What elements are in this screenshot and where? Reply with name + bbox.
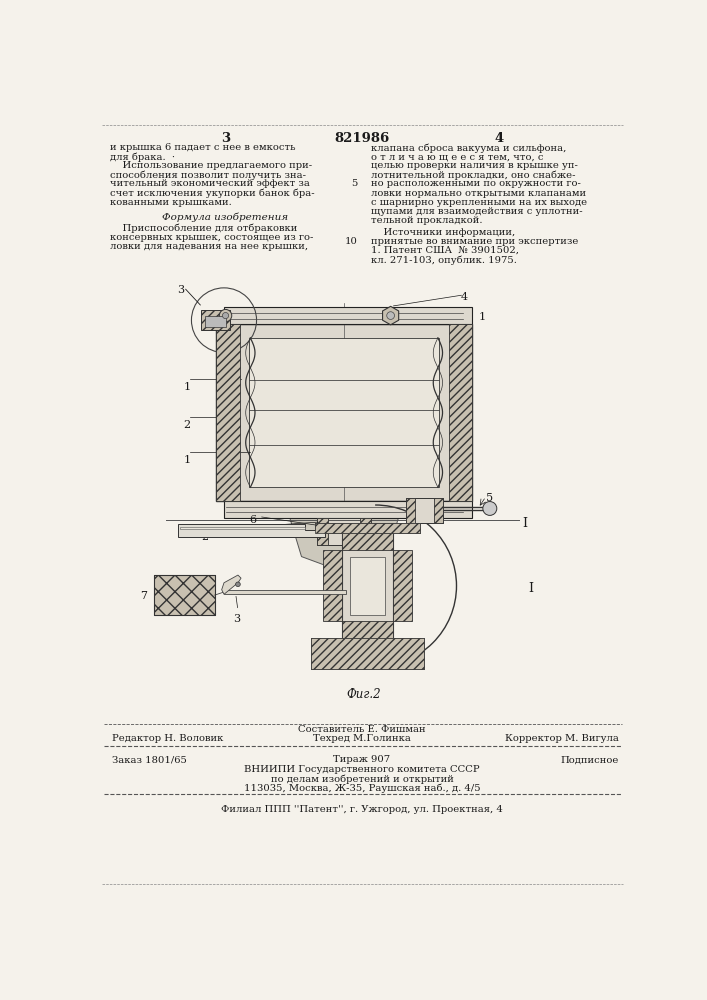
Text: чительный экономический эффект за: чительный экономический эффект за — [110, 179, 310, 188]
Text: 4: 4 — [494, 132, 504, 145]
Bar — [216, 324, 240, 501]
Text: счет исключения укупорки банок бра-: счет исключения укупорки банок бра- — [110, 189, 315, 198]
Bar — [392, 550, 412, 621]
Polygon shape — [177, 524, 325, 537]
Text: по делам изобретений и открытий: по делам изобретений и открытий — [271, 774, 453, 784]
Text: для брака.  ·: для брака. · — [110, 152, 175, 162]
Text: Редактор Н. Воловик: Редактор Н. Воловик — [112, 734, 223, 743]
Bar — [317, 518, 328, 545]
Text: и крышка 6 падает с нее в емкость: и крышка 6 падает с нее в емкость — [110, 143, 296, 152]
Text: 7: 7 — [140, 591, 147, 601]
Bar — [342, 533, 392, 550]
Text: Заказ 1801/65: Заказ 1801/65 — [112, 755, 187, 764]
Text: с шарнирно укрепленными на их выходе: с шарнирно укрепленными на их выходе — [371, 198, 588, 207]
Text: Корректор М. Вигула: Корректор М. Вигула — [506, 734, 619, 743]
Bar — [201, 310, 230, 330]
Text: о т л и ч а ю щ е е с я тем, что, с: о т л и ч а ю щ е е с я тем, что, с — [371, 152, 544, 161]
Bar — [315, 523, 420, 533]
Bar — [434, 498, 443, 523]
Text: 1. Патент США  № 3901502,: 1. Патент США № 3901502, — [371, 246, 519, 255]
Text: 5: 5 — [486, 493, 493, 503]
Bar — [154, 575, 215, 615]
Text: лотнительной прокладки, оно снабже-: лотнительной прокладки, оно снабже- — [371, 170, 575, 180]
Text: целью проверки наличия в крышке уп-: целью проверки наличия в крышке уп- — [371, 161, 578, 170]
Text: клапана сброса вакуума и сильфона,: клапана сброса вакуума и сильфона, — [371, 143, 566, 153]
Circle shape — [387, 312, 395, 319]
Text: 10: 10 — [344, 237, 357, 246]
Text: Подписное: Подписное — [561, 755, 619, 764]
Text: 2: 2 — [184, 420, 191, 430]
Text: Тираж 907: Тираж 907 — [334, 755, 390, 764]
Text: Техред М.Голинка: Техред М.Голинка — [313, 734, 411, 743]
Text: 1: 1 — [184, 455, 191, 465]
Text: Источники информации,: Источники информации, — [371, 228, 515, 237]
Text: 4: 4 — [460, 292, 467, 302]
Polygon shape — [222, 575, 241, 594]
Text: 821986: 821986 — [334, 132, 390, 145]
Text: Составитель Е. Фишман: Составитель Е. Фишман — [298, 725, 426, 734]
Circle shape — [223, 312, 228, 319]
Text: I: I — [522, 517, 527, 530]
Text: I: I — [528, 582, 533, 595]
Bar — [406, 498, 416, 523]
Bar — [350, 557, 385, 615]
Polygon shape — [382, 306, 399, 325]
Bar — [342, 533, 392, 638]
Bar — [249, 338, 440, 487]
Circle shape — [235, 582, 240, 587]
Text: 5: 5 — [351, 179, 357, 188]
Bar — [224, 590, 346, 594]
Text: Использование предлагаемого при-: Использование предлагаемого при- — [110, 161, 312, 170]
Text: ловки для надевания на нее крышки,: ловки для надевания на нее крышки, — [110, 242, 308, 251]
Bar — [224, 501, 472, 518]
Bar — [315, 523, 420, 533]
Bar — [224, 307, 472, 324]
Circle shape — [483, 502, 497, 515]
Bar — [406, 498, 443, 523]
Bar — [361, 518, 371, 545]
Text: 3: 3 — [233, 614, 240, 624]
Text: 2: 2 — [201, 532, 208, 542]
Bar — [317, 518, 371, 545]
Text: принятые во внимание при экспертизе: принятые во внимание при экспертизе — [371, 237, 578, 246]
Text: 1: 1 — [184, 382, 191, 392]
Polygon shape — [180, 527, 305, 529]
Text: способления позволит получить зна-: способления позволит получить зна- — [110, 170, 306, 180]
Text: Фиг.2: Фиг.2 — [346, 688, 381, 701]
Text: Филиал ППП ''Патент'', г. Ужгород, ул. Проектная, 4: Филиал ППП ''Патент'', г. Ужгород, ул. П… — [221, 805, 503, 814]
Text: кованными крышками.: кованными крышками. — [110, 198, 232, 207]
Text: 3: 3 — [221, 132, 230, 145]
Circle shape — [219, 309, 232, 322]
Text: щупами для взаимодействия с уплотни-: щупами для взаимодействия с уплотни- — [371, 207, 583, 216]
Text: 6: 6 — [250, 515, 257, 525]
Bar — [311, 638, 423, 669]
Bar — [449, 324, 472, 501]
Bar — [323, 550, 342, 621]
Bar — [342, 621, 392, 638]
Text: консервных крышек, состоящее из го-: консервных крышек, состоящее из го- — [110, 233, 313, 242]
Text: ловки нормально открытыми клапанами: ловки нормально открытыми клапанами — [371, 189, 586, 198]
Text: 113035, Москва, Ж-35, Раушская наб., д. 4/5: 113035, Москва, Ж-35, Раушская наб., д. … — [244, 784, 480, 793]
Text: кл. 271-103, опублик. 1975.: кл. 271-103, опублик. 1975. — [371, 255, 517, 265]
Text: Формула изобретения: Формула изобретения — [163, 213, 288, 222]
Text: Фиг.1: Фиг.1 — [323, 582, 358, 595]
Bar — [204, 316, 226, 327]
Bar — [311, 638, 423, 669]
Bar — [154, 575, 215, 615]
Text: Приспособление для отбраковки: Приспособление для отбраковки — [110, 224, 298, 233]
Bar — [216, 324, 472, 501]
Text: ВНИИПИ Государственного комитета СССР: ВНИИПИ Государственного комитета СССР — [244, 765, 480, 774]
Text: 1: 1 — [478, 312, 485, 322]
Polygon shape — [290, 518, 398, 568]
Text: 3: 3 — [177, 285, 185, 295]
Text: тельной прокладкой.: тельной прокладкой. — [371, 216, 483, 225]
Text: но расположенными по окружности го-: но расположенными по окружности го- — [371, 179, 581, 188]
